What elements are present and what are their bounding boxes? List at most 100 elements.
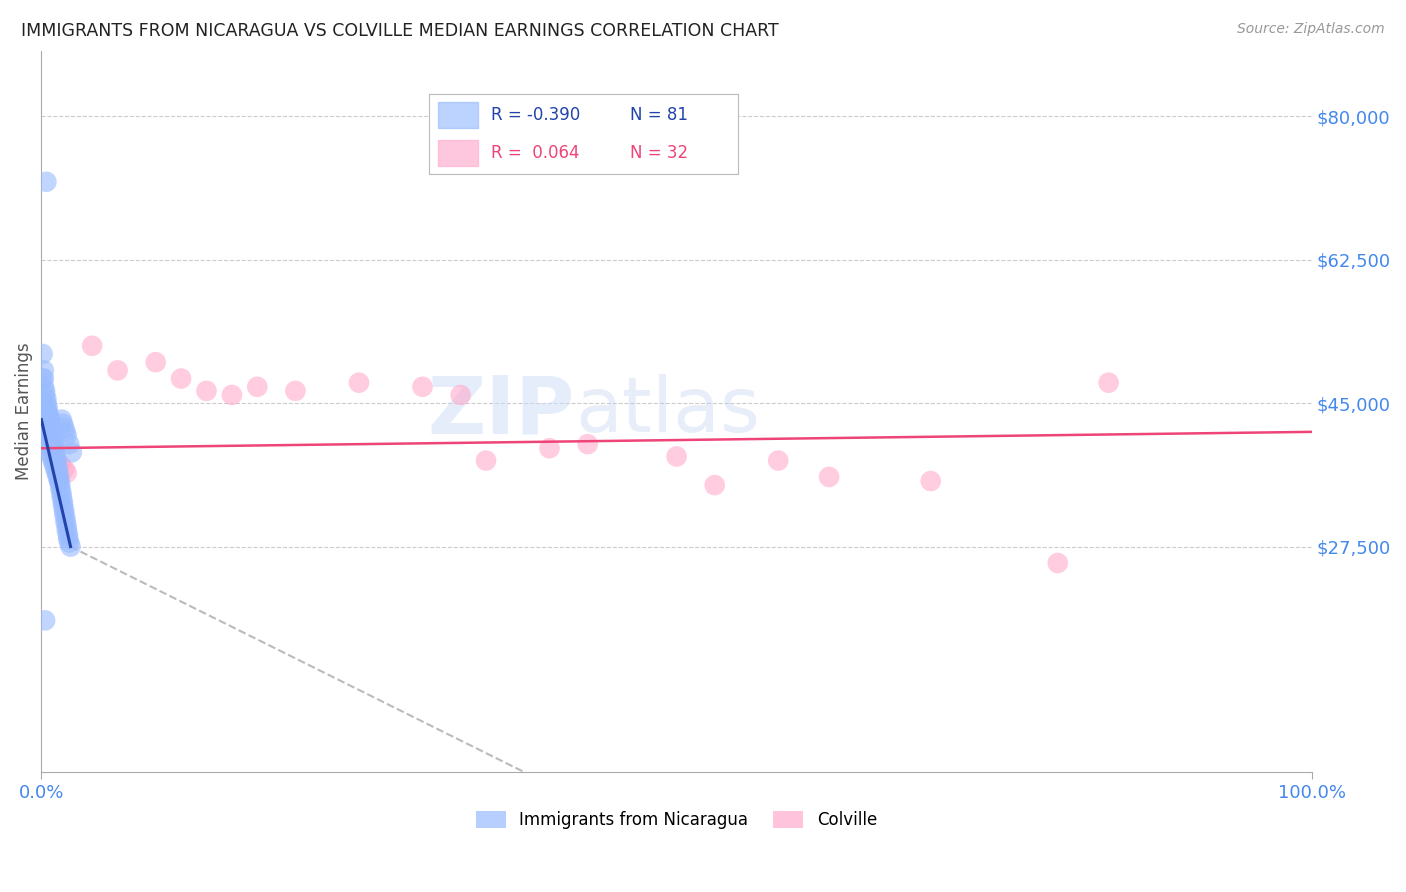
Point xyxy=(82,339,104,353)
Point xyxy=(34,384,56,398)
Point xyxy=(41,421,63,435)
Point xyxy=(46,462,69,476)
Point xyxy=(34,417,56,431)
Point xyxy=(32,380,55,394)
Point xyxy=(37,437,59,451)
Point xyxy=(34,614,56,628)
Point xyxy=(1097,376,1119,390)
Text: IMMIGRANTS FROM NICARAGUA VS COLVILLE MEDIAN EARNINGS CORRELATION CHART: IMMIGRANTS FROM NICARAGUA VS COLVILLE ME… xyxy=(21,22,779,40)
Bar xyxy=(439,140,478,166)
Point xyxy=(44,462,66,476)
Point xyxy=(768,453,790,467)
Point xyxy=(38,437,60,451)
Point xyxy=(39,417,62,431)
Point xyxy=(35,425,58,439)
Point xyxy=(53,462,76,476)
Point xyxy=(35,425,58,439)
Point xyxy=(538,442,561,456)
Point xyxy=(48,470,70,484)
Point xyxy=(34,421,56,435)
Point xyxy=(31,371,53,385)
Point xyxy=(703,478,725,492)
Legend: Immigrants from Nicaragua, Colville: Immigrants from Nicaragua, Colville xyxy=(470,805,884,836)
Point xyxy=(51,486,73,500)
Point xyxy=(58,535,80,549)
Point xyxy=(39,419,62,434)
Point xyxy=(32,398,55,412)
Point xyxy=(45,453,67,467)
Point xyxy=(55,429,77,443)
Point xyxy=(41,442,63,456)
Point xyxy=(55,519,77,533)
Point xyxy=(31,347,53,361)
Point xyxy=(56,527,79,541)
Text: ZIP: ZIP xyxy=(427,372,575,450)
Point xyxy=(32,412,55,426)
Point xyxy=(170,371,193,385)
Y-axis label: Median Earnings: Median Earnings xyxy=(15,343,32,480)
Point xyxy=(49,458,72,472)
Point xyxy=(46,470,69,484)
Point xyxy=(145,355,167,369)
Point xyxy=(49,478,72,492)
Text: Source: ZipAtlas.com: Source: ZipAtlas.com xyxy=(1237,22,1385,37)
Point xyxy=(53,507,76,521)
Point xyxy=(35,392,58,406)
Point xyxy=(53,502,76,516)
Point xyxy=(45,453,67,467)
Point xyxy=(48,474,70,488)
Point xyxy=(37,411,59,425)
Point xyxy=(411,380,433,394)
Point xyxy=(37,433,59,447)
Point xyxy=(45,458,67,472)
Point xyxy=(42,445,65,459)
Point xyxy=(32,363,55,377)
Point xyxy=(42,453,65,467)
Point xyxy=(284,384,307,398)
Point xyxy=(32,371,55,385)
Point xyxy=(347,376,370,390)
Text: R =  0.064: R = 0.064 xyxy=(491,145,579,162)
Text: R = -0.390: R = -0.390 xyxy=(491,106,579,124)
Point xyxy=(48,474,70,488)
Point xyxy=(41,425,63,439)
Point xyxy=(38,409,60,423)
Point xyxy=(37,404,59,418)
Point xyxy=(56,532,79,546)
Point xyxy=(37,433,59,447)
Point xyxy=(35,429,58,443)
Point xyxy=(38,414,60,428)
Point xyxy=(53,421,76,435)
Point xyxy=(920,474,942,488)
Point xyxy=(35,406,58,420)
Point xyxy=(1046,556,1069,570)
Point xyxy=(51,412,73,426)
Point xyxy=(246,380,269,394)
Point xyxy=(55,425,77,439)
Point xyxy=(44,450,66,464)
Point xyxy=(59,540,82,554)
Point xyxy=(39,445,62,459)
Point xyxy=(31,401,53,415)
Point xyxy=(52,499,75,513)
Point xyxy=(42,437,65,451)
Point xyxy=(35,396,58,410)
Point xyxy=(42,433,65,447)
Point xyxy=(665,450,688,464)
Point xyxy=(38,442,60,456)
Point xyxy=(42,429,65,443)
Point xyxy=(55,511,77,525)
Point xyxy=(42,442,65,456)
Point xyxy=(37,401,59,415)
Text: atlas: atlas xyxy=(575,375,759,449)
Point xyxy=(34,421,56,435)
Bar xyxy=(439,103,478,128)
Text: N = 32: N = 32 xyxy=(630,145,688,162)
Point xyxy=(475,453,498,467)
Point xyxy=(45,466,67,480)
Point xyxy=(49,482,72,496)
Point xyxy=(195,384,218,398)
Point xyxy=(576,437,599,451)
Point xyxy=(46,466,69,480)
Point xyxy=(55,466,77,480)
